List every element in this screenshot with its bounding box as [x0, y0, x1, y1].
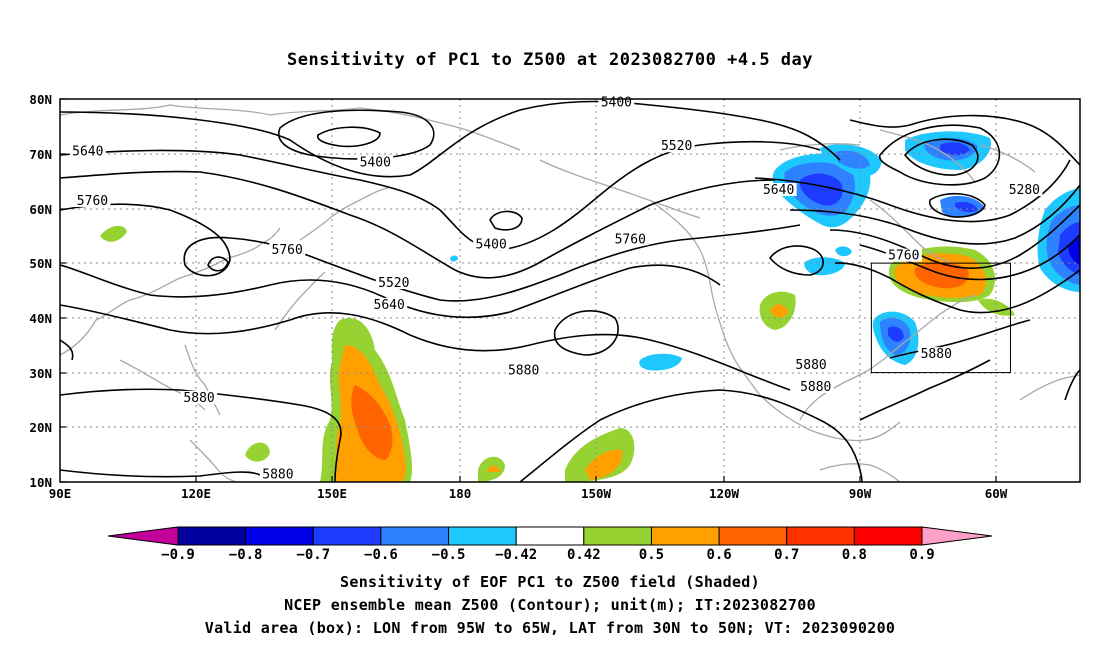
colorbar-tick-label: −0.5: [432, 547, 466, 563]
colorbar-tick-label: 0.6: [706, 547, 731, 563]
caption-contour: NCEP ensemble mean Z500 (Contour); unit(…: [284, 596, 816, 614]
colorbar-swatch: [718, 526, 788, 546]
lat-tick-label: 40N: [29, 311, 52, 326]
contour-label-bg: [918, 347, 955, 361]
colorbar-tick-label: −0.8: [229, 547, 263, 563]
valid-area-box: [870, 262, 1011, 374]
contour-label: 5880: [921, 347, 952, 362]
colorbar-tick-label: −0.7: [296, 547, 330, 563]
contour-label-bg: [885, 248, 922, 262]
contour-label: 5880: [800, 380, 831, 395]
contour-label: 5520: [661, 139, 692, 154]
lon-tick-label: 120W: [709, 486, 740, 501]
colorbar-swatch: [583, 526, 652, 546]
colorbar-labels: −0.9 −0.8 −0.7 −0.6 −0.5 −0.42 0.42 0.5 0.6 0.7 0.…: [161, 547, 935, 563]
axis-ticks: [60, 98, 997, 483]
contour-label-bg: [797, 379, 834, 393]
colorbar-swatch: [448, 526, 517, 546]
lon-tick-label: 180: [449, 486, 472, 501]
plot-title: Sensitivity of PC1 to Z500 at 2023082700…: [286, 50, 813, 70]
colorbar-tick-label: −0.6: [364, 547, 398, 563]
contour-label: 5280: [1009, 183, 1040, 198]
colorbar-swatch: [786, 526, 855, 546]
colorbar-swatch: [312, 526, 382, 546]
contour-label: 5760: [888, 249, 919, 264]
colorbar-swatch: [107, 526, 179, 546]
contour-label-bg: [658, 139, 695, 153]
contour-label: 5640: [374, 298, 405, 313]
contour-labels: 5400 5520 5640 5400 5640 5280 5760 5400 5760 5760…: [69, 95, 1043, 483]
lon-tick-label: 120E: [181, 486, 211, 501]
contour-label-bg: [793, 358, 830, 372]
colorbar-swatch: [921, 526, 993, 546]
colorbar-swatch: [853, 526, 923, 546]
contour-label-bg: [259, 467, 296, 481]
colorbar-tick-label: 0.7: [774, 547, 799, 563]
contour-label-bg: [269, 243, 306, 257]
contour-label: 5760: [272, 243, 303, 258]
contour-label: 5880: [183, 391, 214, 406]
colorbar-tick-label: 0.5: [639, 547, 664, 563]
contour-label-bg: [371, 297, 408, 311]
colorbar-tick-label: −0.42: [495, 547, 537, 563]
contour-label: 5400: [476, 238, 507, 253]
colorbar-tick-label: 0.8: [842, 547, 867, 563]
colorbar-swatch: [650, 526, 720, 546]
lat-tick-label: 10N: [29, 475, 52, 490]
colorbar-swatch: [515, 526, 585, 546]
colorbar-swatch: [177, 526, 247, 546]
lon-tick-label: 90E: [49, 486, 72, 501]
lat-lon-grid: [60, 99, 1080, 482]
contour-label-bg: [74, 193, 111, 207]
colorbar: [107, 526, 993, 546]
contour-label: 5880: [795, 358, 826, 373]
lat-tick-label: 30N: [29, 366, 52, 381]
lat-tick-label: 80N: [29, 92, 52, 107]
colorbar-tick-label: −0.9: [161, 547, 195, 563]
contour-label: 5880: [508, 364, 539, 379]
contour-label-bg: [760, 183, 797, 197]
contour-label: 5760: [615, 232, 646, 247]
contour-label: 5520: [378, 276, 409, 291]
lat-tick-label: 50N: [29, 256, 52, 271]
lat-tick-label: 60N: [29, 202, 52, 217]
contour-label: 5640: [72, 145, 103, 160]
caption-shading: Sensitivity of EOF PC1 to Z500 field (Sh…: [340, 573, 760, 591]
colorbar-swatch: [245, 526, 314, 546]
contour-label-bg: [505, 363, 542, 377]
longitude-labels: 90E 120E 150E 180 150W 120W 90W 60W: [49, 486, 1008, 501]
contour-label-bg: [375, 276, 412, 290]
lat-tick-label: 20N: [29, 420, 52, 435]
colorbar-tick-label: 0.42: [567, 547, 601, 563]
lon-tick-label: 90W: [849, 486, 872, 501]
contour-label-bg: [612, 232, 649, 246]
contour-label: 5400: [601, 95, 632, 110]
plot-frame: [59, 98, 1081, 483]
contour-label-bg: [69, 144, 106, 158]
contour-label: 5400: [360, 156, 391, 171]
lon-tick-label: 150E: [317, 486, 347, 501]
colorbar-swatch: [380, 526, 450, 546]
contour-label-bg: [181, 390, 218, 404]
lat-tick-label: 70N: [29, 147, 52, 162]
lon-tick-label: 60W: [985, 486, 1008, 501]
caption-valid-area: Valid area (box): LON from 95W to 65W, L…: [204, 619, 896, 637]
lon-tick-label: 150W: [581, 486, 612, 501]
sensitivity-shading: [100, 131, 1080, 482]
contour-label-bg: [1006, 183, 1043, 197]
latitude-labels: 80N 70N 60N 50N 40N 30N 20N 10N: [29, 92, 52, 490]
contour-label-bg: [357, 155, 394, 169]
contour-label-bg: [473, 237, 510, 251]
z500-contours: [60, 100, 1080, 482]
contour-label: 5760: [77, 194, 108, 209]
contour-label: 5880: [262, 468, 293, 483]
contour-label: 5640: [763, 183, 794, 198]
colorbar-tick-label: 0.9: [909, 547, 934, 563]
